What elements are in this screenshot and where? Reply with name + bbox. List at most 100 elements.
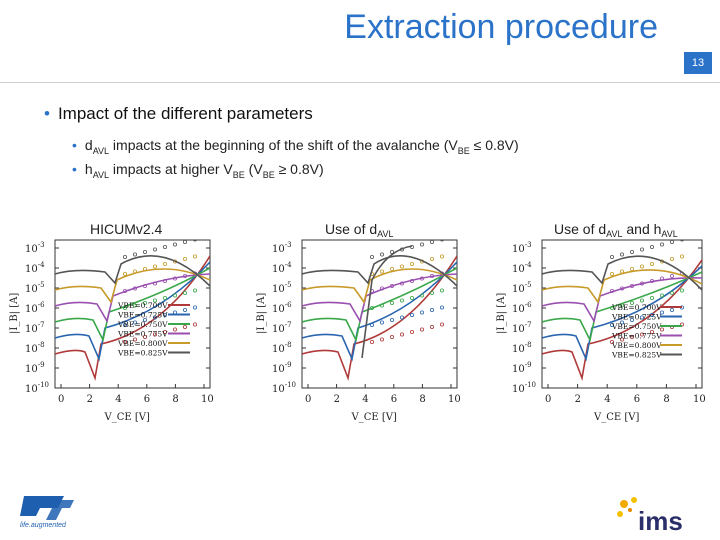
series-marker	[649, 296, 654, 301]
series-marker	[409, 330, 414, 335]
series-marker	[429, 291, 434, 296]
series-line	[542, 259, 702, 381]
series-marker	[430, 240, 434, 244]
series-marker	[370, 339, 375, 344]
series-marker	[429, 257, 434, 262]
series-marker	[639, 281, 644, 286]
bullet-icon: •	[44, 104, 50, 123]
series-marker	[429, 274, 434, 279]
series-marker	[192, 254, 197, 259]
x-tick-label: 8	[663, 394, 669, 405]
series-marker	[192, 288, 197, 293]
series-marker	[132, 303, 137, 308]
plot-davl-havl: Use of dAVL and hAVL 10-3 10-4 10-5 10-6 10-…	[496, 221, 706, 423]
series-marker	[399, 298, 404, 303]
series-marker	[659, 276, 664, 281]
series-marker	[142, 284, 147, 289]
series-marker	[670, 240, 674, 244]
series-marker	[389, 301, 394, 306]
series-marker	[409, 296, 414, 301]
series-marker	[639, 315, 644, 320]
series-marker	[639, 298, 644, 303]
y-tick-label: 10-5	[25, 281, 45, 295]
series-marker	[419, 327, 424, 332]
series-marker	[639, 247, 644, 252]
series-marker	[162, 296, 167, 301]
series-marker	[629, 318, 634, 323]
series-marker	[182, 257, 187, 262]
series-marker	[619, 286, 624, 291]
x-tick-label: 6	[634, 394, 640, 405]
y-axis-label: |I_B| [A]	[9, 293, 20, 334]
series-marker	[132, 337, 137, 342]
series-marker	[152, 298, 157, 303]
y-tick-label: 10-4	[512, 261, 532, 275]
series-line	[302, 267, 457, 343]
series-marker	[162, 330, 167, 335]
series-marker	[610, 323, 615, 328]
legend-label: VBE=0.800V	[611, 341, 662, 350]
series-marker	[379, 269, 384, 274]
plot-frame	[301, 239, 458, 389]
page-number: 13	[684, 52, 712, 74]
plot-davl: Use of dAVL 10-3 10-4 10-5 10-6 10-7 10-8 10-9…	[256, 221, 461, 423]
series-marker	[629, 267, 634, 272]
x-axis-label: V_CE [V]	[104, 412, 150, 423]
series-marker	[182, 308, 187, 313]
series-marker	[172, 276, 177, 281]
series-line	[55, 255, 210, 381]
series-marker	[619, 303, 624, 308]
legend-label: VBE=0.750V	[117, 320, 168, 329]
series-marker	[629, 301, 634, 306]
x-tick-label: 10	[201, 394, 214, 405]
legend-label: VBE=0.700V	[117, 301, 168, 310]
y-axis-label: |I_B| [A]	[256, 293, 267, 334]
series-marker	[679, 254, 684, 259]
series-marker	[142, 301, 147, 306]
series-marker	[389, 284, 394, 289]
bullet-icon: •	[72, 161, 77, 177]
x-tick-label: 2	[87, 394, 93, 405]
series-marker	[172, 327, 177, 332]
series-marker	[123, 255, 128, 260]
series-marker	[379, 303, 384, 308]
series-marker	[629, 335, 634, 340]
series-marker	[619, 252, 624, 257]
plot-frame	[54, 239, 211, 389]
series-marker	[429, 325, 434, 330]
series-marker	[659, 293, 664, 298]
series-marker	[419, 276, 424, 281]
y-tick-label: 10-3	[25, 241, 45, 255]
series-marker	[659, 327, 664, 332]
sub-bullet-2: • hAVL impacts at higher VBE (VBE ≥ 0.8V)	[72, 161, 324, 180]
series-marker	[123, 272, 128, 277]
x-tick-label: 10	[693, 394, 706, 405]
series-marker	[379, 286, 384, 291]
y-tick-label: 10-4	[272, 261, 292, 275]
series-marker	[429, 308, 434, 313]
plot-title: HICUMv2.4	[90, 221, 163, 237]
x-tick-label: 10	[448, 394, 461, 405]
series-marker	[152, 247, 157, 252]
plot-title: Use of dAVL	[325, 221, 393, 239]
y-tick-label: 10-9	[272, 361, 292, 375]
series-line	[302, 255, 457, 287]
series-marker	[679, 288, 684, 293]
series-marker	[680, 240, 684, 242]
ims-logo: ims	[617, 497, 683, 536]
series-marker	[629, 284, 634, 289]
x-tick-label: 2	[334, 394, 340, 405]
series-marker	[439, 305, 444, 310]
legend-label: VBE=0.775V	[611, 332, 662, 341]
y-tick-label: 10-9	[25, 361, 45, 375]
series-marker	[649, 262, 654, 267]
series-marker	[152, 264, 157, 269]
series-marker	[610, 255, 615, 260]
legend-label: VBE=0.800V	[117, 339, 168, 348]
series-marker	[182, 274, 187, 279]
series-marker	[389, 318, 394, 323]
y-tick-label: 10-9	[512, 361, 532, 375]
x-tick-label: 4	[604, 394, 610, 405]
series-marker	[639, 332, 644, 337]
series-marker	[399, 332, 404, 337]
